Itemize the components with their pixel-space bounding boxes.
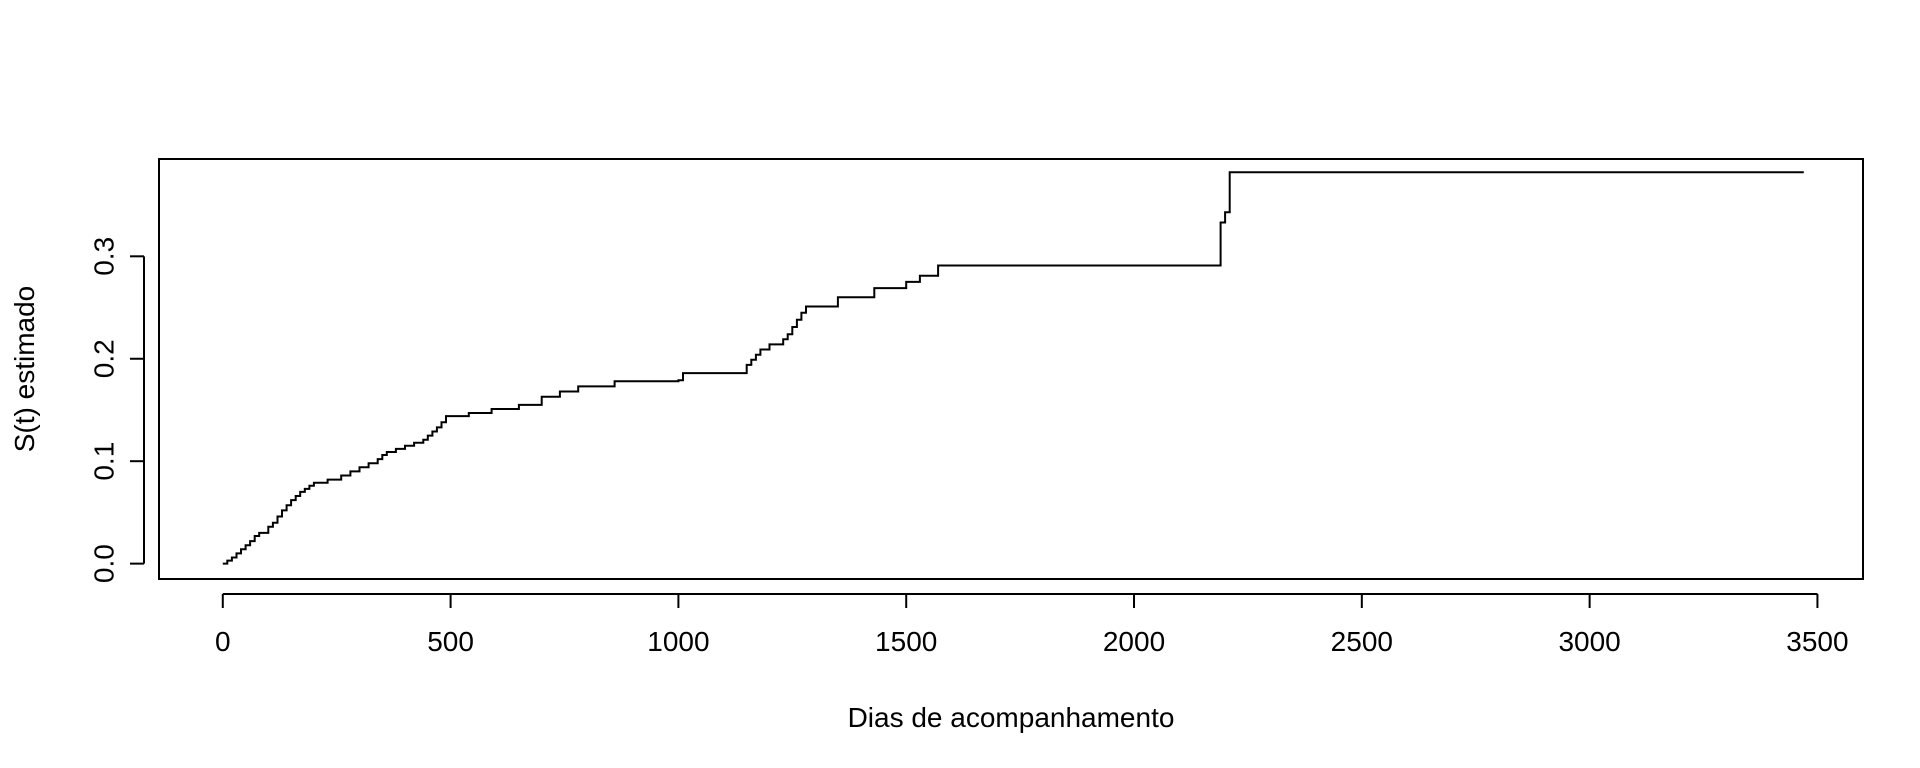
x-tick-label: 2500 [1331,626,1393,657]
x-tick-label: 1000 [647,626,709,657]
x-axis: 0 500 1000 1500 2000 2500 3000 3500 [215,593,1849,657]
plot-frame [158,158,1864,580]
y-tick-label: 0.1 [89,442,120,481]
y-tick-label: 0.0 [89,544,120,583]
x-tick-label: 2000 [1103,626,1165,657]
x-tick-label: 0 [215,626,231,657]
y-axis: 0.0 0.1 0.2 0.3 [89,237,145,583]
x-tick-label: 3000 [1558,626,1620,657]
y-axis-title: S(t) estimado [9,286,40,453]
x-tick-label: 500 [427,626,474,657]
x-tick-label: 3500 [1786,626,1848,657]
x-tick-label: 1500 [875,626,937,657]
y-tick-label: 0.2 [89,339,120,378]
x-axis-title: Dias de acompanhamento [848,702,1175,733]
series-line [222,171,1804,565]
y-tick-label: 0.3 [89,237,120,276]
